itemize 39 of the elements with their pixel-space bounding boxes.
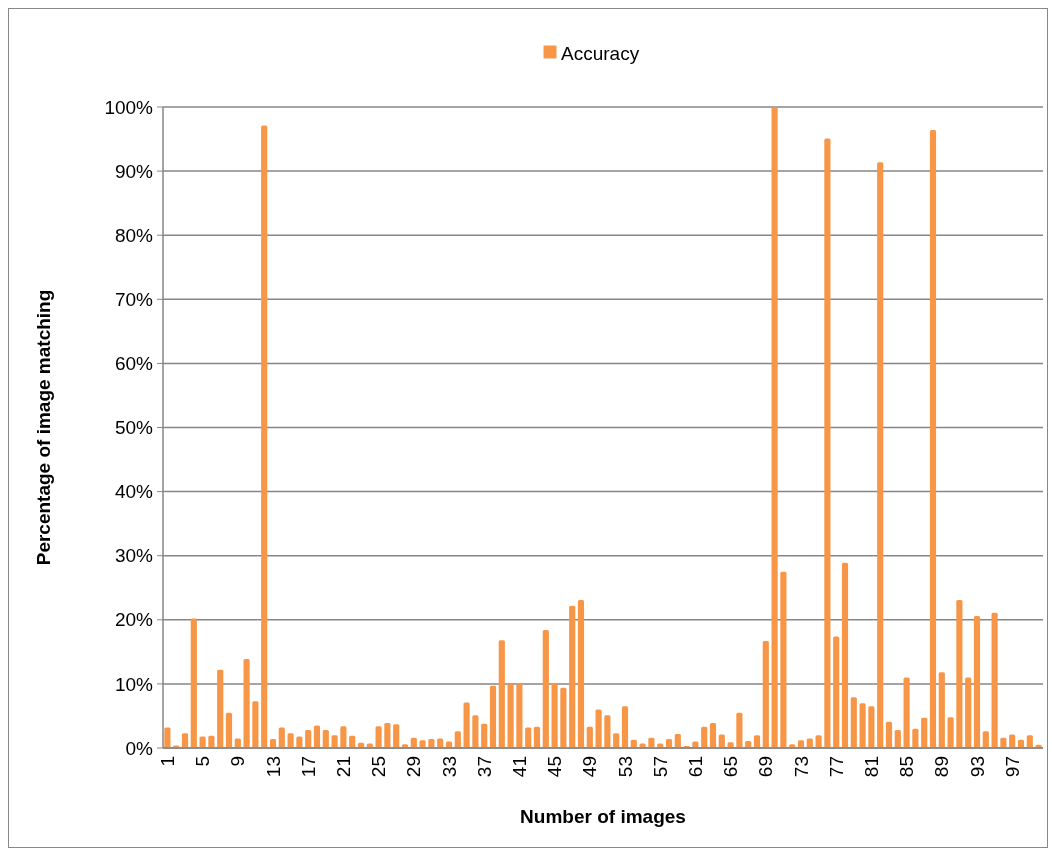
x-tick-label: 81 xyxy=(861,756,883,778)
x-tick-label: 45 xyxy=(544,756,566,778)
x-tick-label: 53 xyxy=(614,756,636,778)
x-tick-label: 29 xyxy=(403,756,425,778)
y-tick-label: 80% xyxy=(114,224,154,246)
y-tick-label: 60% xyxy=(114,353,154,375)
y-tick-label: 40% xyxy=(114,481,154,503)
y-tick-label: 50% xyxy=(114,417,154,439)
x-tick-label: 1 xyxy=(157,756,179,767)
x-tick-label: 89 xyxy=(931,756,953,778)
y-tick-label: 90% xyxy=(114,160,154,182)
x-tick-label: 73 xyxy=(790,756,812,778)
y-axis-title: Percentage of image matching xyxy=(33,289,54,566)
x-tick-label: 5 xyxy=(192,756,214,767)
x-axis-title: Number of images xyxy=(520,806,686,827)
y-tick-label: 70% xyxy=(114,288,154,310)
x-tick-label: 21 xyxy=(333,756,355,778)
x-tick-label: 69 xyxy=(755,756,777,778)
x-tick-label: 9 xyxy=(227,756,249,767)
x-tick-label: 61 xyxy=(685,756,707,778)
legend-label: Accuracy xyxy=(561,42,640,64)
x-tick-label: 49 xyxy=(579,756,601,778)
y-tick-label: 30% xyxy=(114,545,154,567)
x-tick-label: 17 xyxy=(297,756,319,778)
x-tick-label: 13 xyxy=(262,756,284,778)
y-tick-label: 10% xyxy=(114,673,154,695)
y-tick-label: 100% xyxy=(104,96,154,118)
x-tick-label: 77 xyxy=(825,756,847,778)
y-tick-label: 20% xyxy=(114,609,154,631)
x-tick-label: 85 xyxy=(896,756,918,778)
x-tick-label: 57 xyxy=(649,756,671,778)
x-tick-label: 33 xyxy=(438,756,460,778)
x-tick-label: 93 xyxy=(966,756,988,778)
x-tick-label: 97 xyxy=(1001,756,1023,778)
x-tick-label: 25 xyxy=(368,756,390,778)
x-tick-label: 41 xyxy=(509,756,531,778)
x-tick-label: 65 xyxy=(720,756,742,778)
x-tick-label: 37 xyxy=(473,756,495,778)
y-tick-label: 0% xyxy=(125,737,154,759)
